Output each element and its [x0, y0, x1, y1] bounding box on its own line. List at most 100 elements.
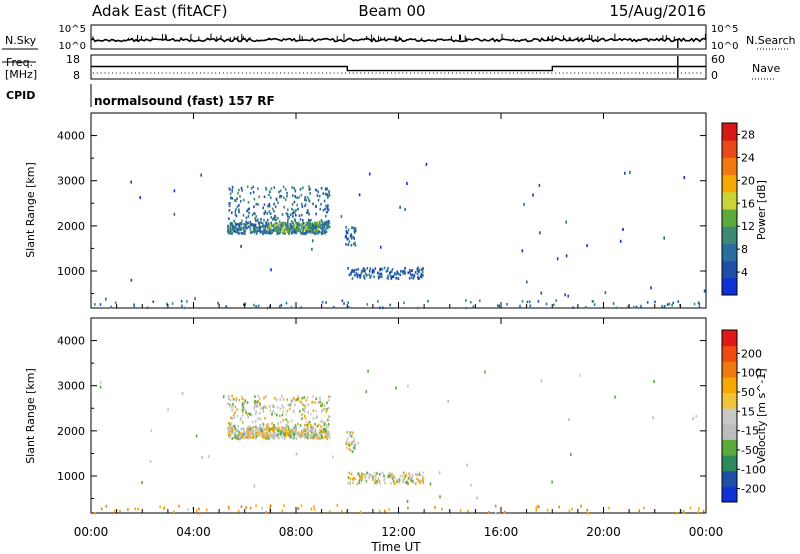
data-cell: [294, 427, 296, 431]
data-cell: [222, 395, 225, 399]
data-cell: [317, 227, 319, 231]
data-cell: [134, 507, 136, 511]
colorbar-segment: [722, 455, 737, 472]
data-cell: [420, 272, 423, 276]
data-cell: [327, 433, 329, 436]
data-cell: [318, 230, 321, 233]
data-cell: [292, 409, 295, 413]
data-cell: [303, 408, 305, 412]
data-cell: [299, 230, 302, 233]
data-cell: [367, 369, 369, 373]
data-cell: [263, 433, 265, 436]
data-cell: [282, 410, 284, 413]
freq-line: [91, 65, 706, 72]
data-cell: [167, 408, 169, 412]
data-cell: [323, 199, 326, 203]
data-cell: [366, 303, 369, 306]
data-cell: [229, 425, 232, 428]
data-cell: [283, 432, 286, 436]
data-cell: [376, 472, 378, 475]
data-cell: [558, 505, 561, 509]
data-cell: [307, 432, 309, 436]
data-cell: [277, 223, 279, 227]
data-cell: [238, 188, 240, 192]
data-cell: [399, 205, 401, 209]
data-cell: [296, 433, 299, 437]
data-cell: [293, 209, 295, 213]
data-cell: [564, 293, 566, 297]
x-tick-label: 00:00: [689, 525, 724, 539]
data-cell: [271, 422, 273, 425]
data-cell: [242, 427, 245, 430]
data-cell: [652, 416, 654, 420]
data-cell: [264, 211, 267, 214]
data-cell: [540, 379, 543, 383]
data-cell: [326, 207, 329, 211]
data-cell: [321, 436, 324, 440]
data-cell: [422, 274, 424, 277]
colorbar-tick-label: -100: [741, 463, 766, 476]
data-cell: [320, 434, 323, 437]
data-cell: [266, 224, 269, 228]
data-cell: [380, 272, 383, 276]
data-cell: [285, 224, 287, 227]
data-cell: [408, 472, 410, 475]
data-cell: [291, 432, 294, 436]
data-cell: [346, 437, 349, 440]
data-cell: [263, 203, 266, 206]
data-cell: [287, 420, 289, 424]
data-cell: [312, 222, 314, 225]
data-cell: [280, 394, 283, 398]
data-cell: [264, 225, 267, 228]
data-cell: [227, 229, 229, 232]
data-cell: [327, 204, 329, 207]
data-cell: [256, 226, 259, 230]
data-cell: [262, 410, 265, 413]
data-cell: [419, 479, 422, 482]
data-cell: [354, 444, 356, 447]
data-cell: [260, 218, 262, 221]
data-cell: [314, 429, 317, 433]
data-cell: [299, 218, 302, 221]
power-y-axis: 1000 2000 3000 4000: [57, 130, 706, 295]
colorbar-segment: [722, 361, 737, 378]
data-cell: [246, 209, 248, 213]
data-cell: [281, 509, 284, 513]
data-cell: [529, 304, 532, 308]
data-cell: [231, 190, 233, 193]
data-cell: [298, 226, 300, 229]
data-cell: [235, 199, 237, 202]
data-cell: [353, 237, 355, 240]
data-cell: [266, 306, 269, 310]
data-cell: [393, 475, 395, 479]
data-cell: [378, 479, 381, 483]
data-cell: [238, 398, 241, 402]
freq-right-tick-bottom: 0: [711, 69, 718, 82]
data-cell: [312, 224, 314, 227]
data-cell: [172, 510, 175, 513]
data-cell: [353, 229, 356, 233]
data-cell: [324, 230, 326, 234]
data-cell: [321, 409, 323, 413]
data-cell: [232, 402, 234, 406]
data-cell: [246, 226, 248, 230]
data-cell: [315, 222, 318, 226]
data-cell: [310, 425, 312, 428]
data-cell: [391, 268, 394, 271]
data-cell: [228, 232, 231, 235]
data-cell: [282, 398, 285, 401]
data-cell: [270, 229, 273, 232]
data-cell: [241, 231, 244, 235]
data-cell: [418, 277, 420, 280]
data-cell: [265, 186, 267, 190]
data-cell: [235, 229, 238, 233]
data-cell: [668, 302, 671, 306]
data-cell: [234, 213, 237, 216]
data-cell: [268, 210, 271, 213]
data-cell: [319, 404, 322, 408]
data-cell: [228, 187, 231, 190]
data-cell: [238, 430, 240, 434]
data-cell: [232, 225, 234, 228]
data-cell: [227, 427, 229, 431]
data-cell: [568, 509, 571, 513]
